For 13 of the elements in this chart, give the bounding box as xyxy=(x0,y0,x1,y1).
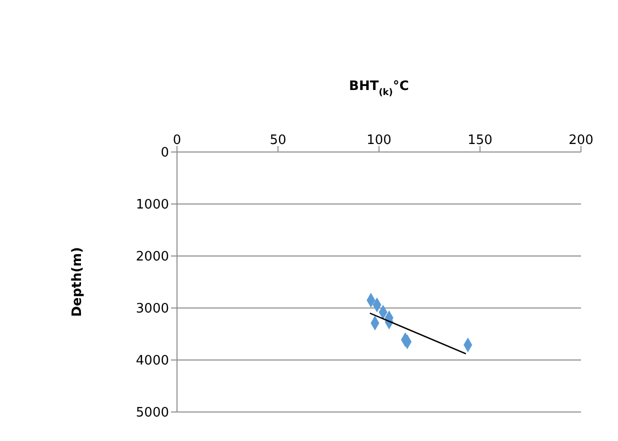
x-tick-label: 200 xyxy=(568,133,594,148)
y-tick-label: 2000 xyxy=(136,250,169,265)
y-tick-label: 5000 xyxy=(136,406,169,421)
x-axis-title: BHT$_{(k)}$°C xyxy=(349,79,409,98)
y-tick-label: 1000 xyxy=(136,198,169,213)
y-tick-label: 3000 xyxy=(136,302,169,317)
x-tick-label: 100 xyxy=(366,133,392,148)
y-tick-label: 0 xyxy=(160,146,169,161)
x-tick-label: 150 xyxy=(468,133,492,148)
y-axis-title: Depth(m) xyxy=(70,247,85,317)
x-tick-label: 50 xyxy=(270,133,286,148)
x-tick-label: 0 xyxy=(172,133,182,148)
y-tick-label: 4000 xyxy=(136,354,169,369)
